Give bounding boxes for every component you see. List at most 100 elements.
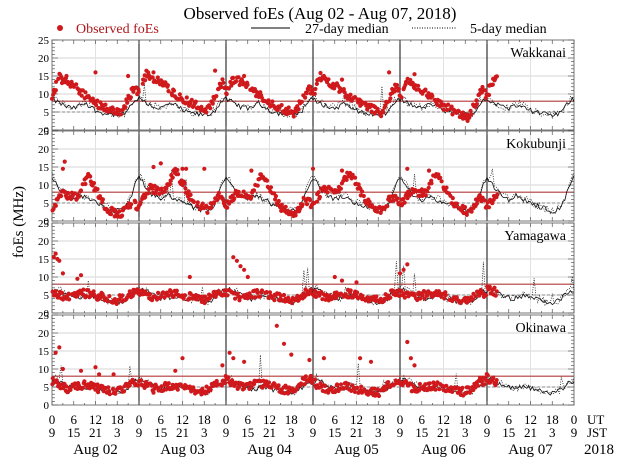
observed-point xyxy=(326,77,331,82)
x-tick-label-ut: 18 xyxy=(546,412,559,427)
observed-point xyxy=(170,382,175,387)
observed-point xyxy=(360,293,365,299)
observed-point xyxy=(313,86,318,92)
x-tick-label-jst: 21 xyxy=(524,425,537,440)
observed-point xyxy=(216,190,221,195)
observed-point xyxy=(474,201,479,206)
x-tick-label-ut: 18 xyxy=(459,412,472,427)
observed-point xyxy=(281,292,287,298)
y-tick-label: 5 xyxy=(44,382,50,394)
observed-point xyxy=(66,291,71,296)
observed-point xyxy=(318,70,323,76)
x-tick-label-jst: 15 xyxy=(328,425,341,440)
observed-point xyxy=(310,166,316,171)
observed-point xyxy=(56,76,61,81)
observed-point xyxy=(182,181,187,186)
observed-point xyxy=(95,382,100,387)
station-label: Yamagawa xyxy=(504,229,566,244)
observed-point xyxy=(53,203,59,208)
observed-point xyxy=(83,90,88,95)
observed-point xyxy=(49,96,55,101)
station-label: Wakkanai xyxy=(510,46,566,61)
observed-point xyxy=(412,363,417,368)
observed-point xyxy=(289,352,294,357)
observed-point xyxy=(367,199,372,205)
observed-point xyxy=(119,112,124,117)
observed-point xyxy=(464,390,469,396)
observed-point xyxy=(127,383,132,388)
observed-point xyxy=(78,368,84,373)
y-tick-label: 25 xyxy=(38,35,50,47)
x-axis-jst-label: JST xyxy=(587,425,607,440)
observed-point xyxy=(126,73,131,79)
observed-point xyxy=(235,381,240,386)
observed-point xyxy=(258,294,263,299)
observed-point xyxy=(456,109,461,114)
observed-point xyxy=(158,161,163,166)
observed-point xyxy=(139,378,144,383)
observed-point xyxy=(439,179,444,184)
observed-point xyxy=(225,293,230,298)
observed-point xyxy=(200,201,205,206)
observed-point xyxy=(365,107,370,112)
observed-point xyxy=(129,202,134,207)
observed-point xyxy=(224,92,229,97)
x-tick-label-ut: 6 xyxy=(419,412,426,427)
x-tick-label-jst: 15 xyxy=(154,425,167,440)
observed-point xyxy=(188,101,193,106)
observed-point xyxy=(352,389,357,394)
observed-point xyxy=(222,380,228,386)
observed-point xyxy=(128,95,133,100)
observed-point xyxy=(416,83,421,88)
observed-point xyxy=(155,75,160,80)
x-tick-label-ut: 18 xyxy=(198,412,211,427)
observed-point xyxy=(225,205,230,210)
observed-point xyxy=(397,271,403,276)
observed-point xyxy=(147,292,152,297)
observed-point xyxy=(420,293,425,298)
observed-point xyxy=(108,212,114,217)
observed-point xyxy=(242,359,247,364)
observed-point xyxy=(72,191,77,196)
observed-point xyxy=(441,107,446,112)
observed-point xyxy=(494,378,499,383)
y-tick-label: 0 xyxy=(44,308,50,320)
observed-point xyxy=(247,291,252,296)
observed-point xyxy=(151,70,156,75)
observed-point xyxy=(166,381,171,386)
observed-point xyxy=(96,390,101,395)
observed-point xyxy=(276,198,281,204)
observed-point xyxy=(162,189,167,194)
observed-point xyxy=(78,273,84,278)
observed-point xyxy=(346,381,351,386)
panel-yamagawa: 0 5 10 15 20 25 Yamagawa xyxy=(38,218,575,320)
x-tick-label-jst: 9 xyxy=(223,425,230,440)
x-tick-label-jst: 21 xyxy=(350,425,363,440)
observed-point xyxy=(303,374,308,379)
observed-point xyxy=(485,373,490,378)
observed-point xyxy=(368,359,374,364)
y-tick-label: 15 xyxy=(38,162,50,174)
observed-point xyxy=(80,385,85,390)
observed-point xyxy=(180,356,185,361)
observed-point xyxy=(304,202,310,207)
observed-point xyxy=(312,377,318,382)
observed-point xyxy=(204,384,209,389)
observed-point xyxy=(94,103,99,108)
observed-point xyxy=(164,186,169,191)
observed-point xyxy=(338,186,343,191)
observed-point xyxy=(474,102,479,107)
observed-point xyxy=(399,288,404,293)
panel-wakkanai: 0 5 10 15 20 25 Wakkanai xyxy=(38,35,575,137)
observed-point xyxy=(482,198,487,203)
y-tick-label: 10 xyxy=(38,180,50,192)
observed-point xyxy=(339,77,345,82)
observed-point xyxy=(474,98,479,103)
observed-point xyxy=(354,280,359,285)
observed-point xyxy=(57,258,62,263)
observed-point xyxy=(405,262,410,267)
y-tick-label: 15 xyxy=(38,254,50,266)
observed-point xyxy=(405,339,410,345)
observed-point xyxy=(249,194,254,199)
